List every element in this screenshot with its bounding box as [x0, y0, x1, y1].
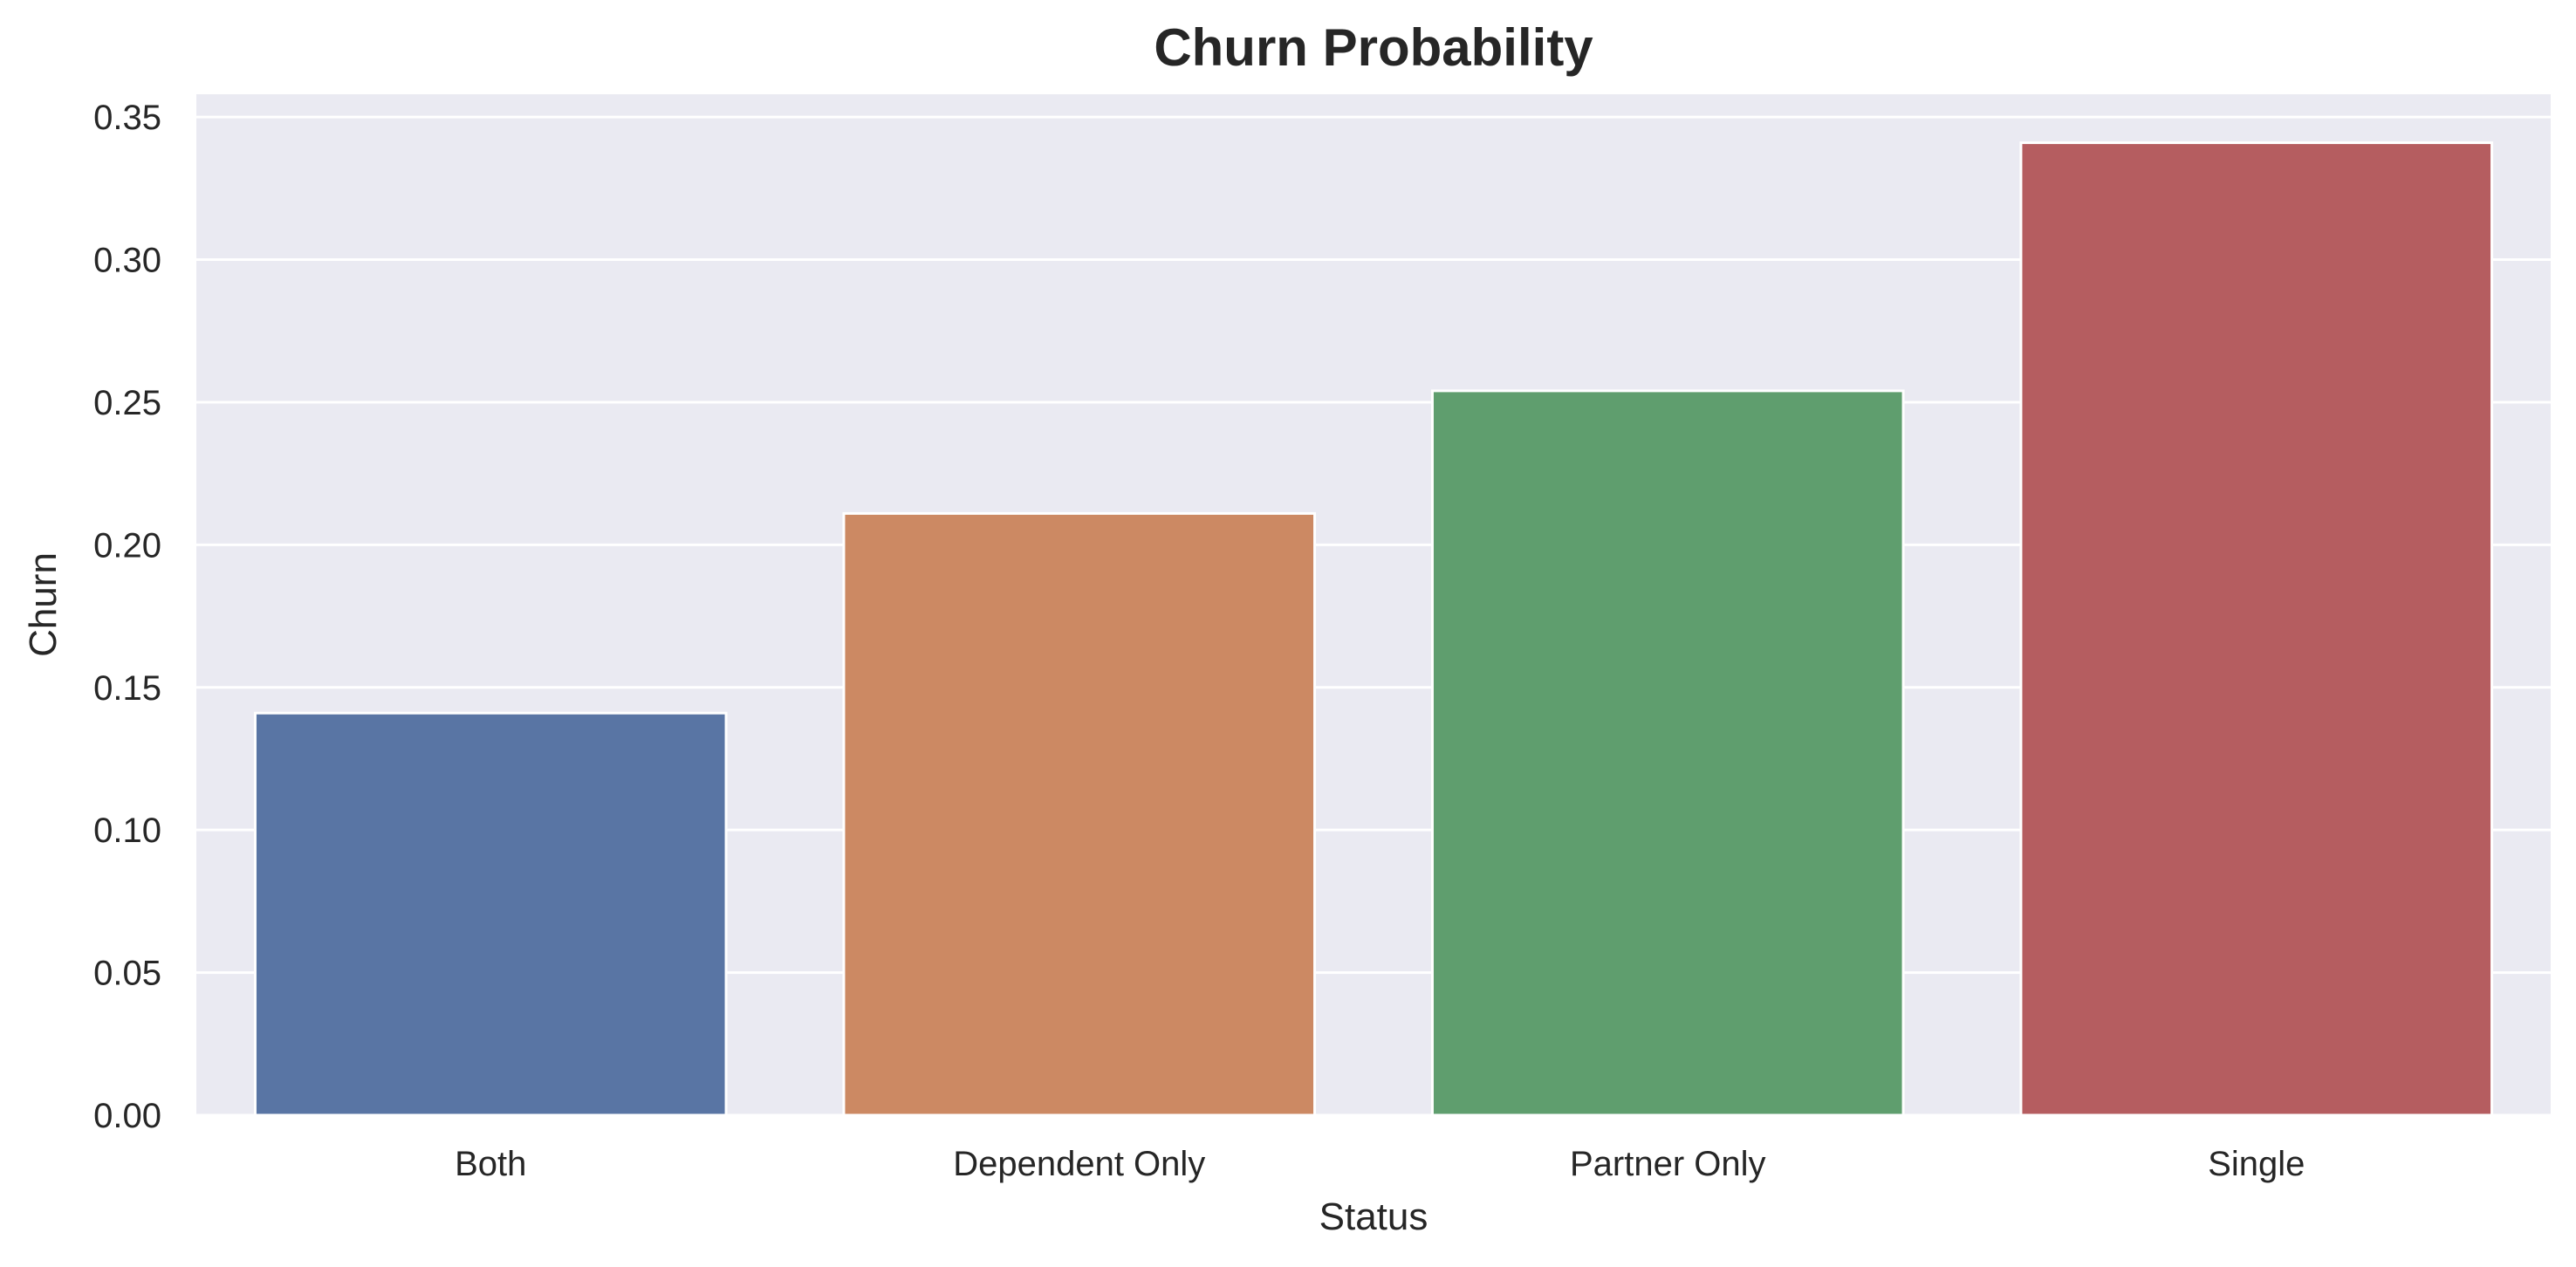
- x-tick-label: Dependent Only: [953, 1145, 1205, 1183]
- y-tick-label: 0.10: [93, 812, 161, 850]
- x-tick-label: Partner Only: [1570, 1145, 1766, 1183]
- x-tick-labels: Both Dependent Only Partner Only Single: [455, 1145, 2305, 1183]
- y-tick-label: 0.30: [93, 242, 161, 280]
- x-tick-label: Both: [455, 1145, 526, 1183]
- bar-partner-only: [1430, 389, 1905, 1117]
- y-tick-label: 0.25: [93, 384, 161, 422]
- bar-dependent-only: [842, 511, 1317, 1117]
- y-tick-labels: 0.00 0.05 0.10 0.15 0.20 0.25 0.30 0.35: [93, 99, 161, 1135]
- y-tick-label: 0.05: [93, 955, 161, 993]
- y-tick-label: 0.20: [93, 526, 161, 565]
- bars: [253, 141, 2494, 1117]
- y-tick-label: 0.35: [93, 99, 161, 137]
- chart-title: Churn Probability: [1154, 18, 1593, 77]
- x-tick-label: Single: [2208, 1145, 2305, 1183]
- bar-both: [253, 711, 728, 1117]
- y-axis-label: Churn: [22, 552, 65, 657]
- bar-single: [2019, 141, 2494, 1117]
- y-tick-label: 0.15: [93, 669, 161, 708]
- y-tick-label: 0.00: [93, 1097, 161, 1135]
- x-axis-label: Status: [1319, 1195, 1428, 1238]
